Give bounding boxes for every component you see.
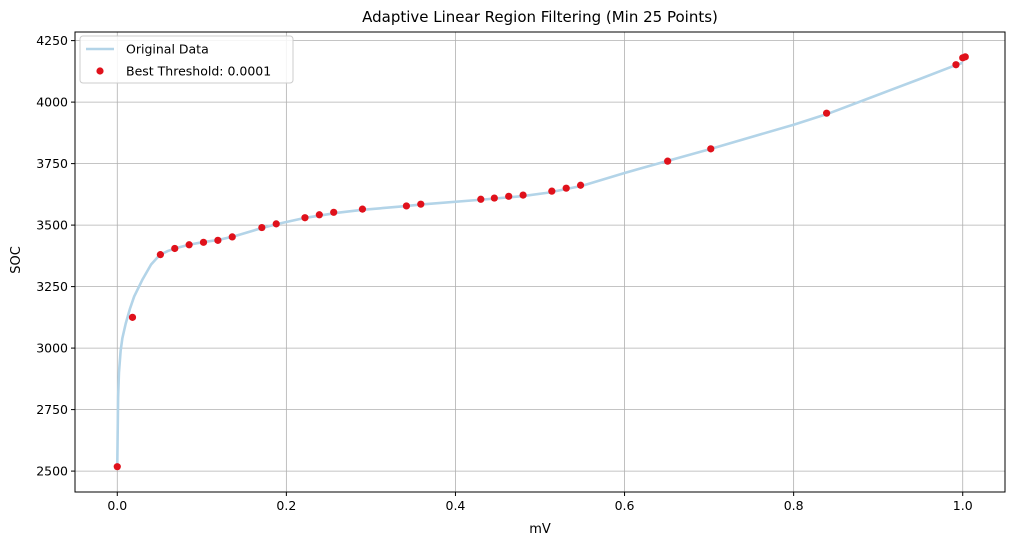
x-tick-label: 1.0: [953, 498, 973, 513]
y-tick-label: 3500: [36, 218, 68, 233]
y-tick-label: 4250: [36, 33, 68, 48]
scatter-point: [258, 223, 266, 232]
y-tick-label: 2500: [36, 464, 68, 479]
scatter-point: [664, 157, 672, 165]
scatter-point: [128, 313, 137, 321]
scatter-point: [952, 61, 960, 69]
scatter-point: [228, 233, 236, 241]
x-tick-label: 0.0: [107, 498, 127, 513]
grid-layer: [75, 32, 1005, 492]
scatter-point: [330, 208, 338, 216]
scatter-point: [548, 187, 556, 195]
x-tick-label: 0.2: [276, 498, 296, 513]
axis-layer: 0.0 0.2 0.4 0.6 0.8 1.0 2500 2750 3000 3250 3500 37…: [36, 33, 973, 513]
scatter-point: [505, 192, 513, 200]
y-axis-title: SOC: [9, 246, 24, 274]
scatter-point: [961, 53, 969, 61]
x-tick-label: 0.6: [615, 498, 635, 513]
x-tick-label: 0.8: [784, 498, 804, 513]
y-tick-label: 4000: [36, 95, 68, 110]
y-tick-label: 3750: [36, 156, 68, 171]
legend-marker-swatch: [96, 67, 104, 75]
scatter-point: [171, 244, 179, 253]
scatter-point: [315, 211, 323, 219]
x-axis-title: mV: [529, 522, 551, 537]
plot-frame: [74, 31, 1006, 493]
y-tick-label: 3000: [36, 341, 68, 356]
legend-label-threshold: Best Threshold: 0.0001: [126, 64, 271, 79]
scatter-point: [576, 181, 585, 189]
scatter-point: [402, 202, 411, 210]
x-tick-label: 0.4: [446, 498, 466, 513]
scatter-point: [823, 109, 831, 117]
series-layer: [113, 53, 969, 471]
y-tick-label: 3250: [36, 279, 68, 294]
scatter-point: [477, 195, 485, 203]
scatter-point: [199, 238, 208, 246]
scatter-point: [519, 191, 527, 199]
scatter-point: [358, 205, 367, 213]
scatter-point: [185, 241, 193, 249]
scatter-point: [707, 145, 715, 153]
scatter-point: [156, 251, 164, 259]
legend: Original Data Best Threshold: 0.0001: [79, 35, 294, 84]
scatter-point: [272, 220, 280, 228]
scatter-point: [417, 200, 425, 208]
y-tick-label: 2750: [36, 402, 68, 417]
legend-box: [79, 35, 294, 84]
scatter-point: [113, 463, 121, 471]
scatter-point: [562, 184, 570, 192]
legend-label-original: Original Data: [126, 42, 209, 57]
scatter-point: [490, 194, 498, 202]
chart-title: Adaptive Linear Region Filtering (Min 25…: [362, 8, 718, 26]
scatter-point: [214, 236, 222, 244]
scatter-point: [301, 214, 309, 222]
